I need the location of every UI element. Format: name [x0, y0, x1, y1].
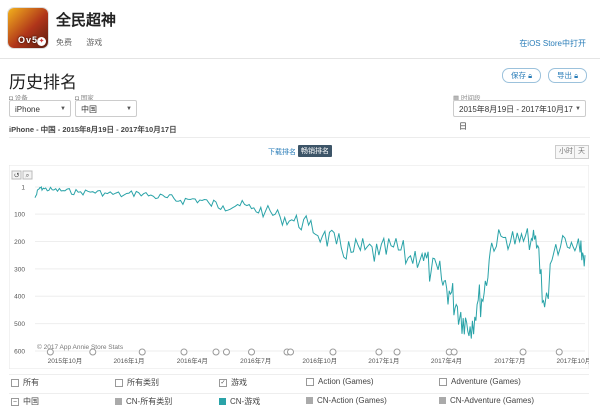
legend-swatch: [306, 397, 313, 405]
x-tick-label: 2016年1月: [113, 356, 144, 365]
x-tick-label: 2016年7月: [240, 356, 271, 365]
event-marker[interactable]: [555, 348, 563, 356]
rank-chart: ↺ ⌕ 1 100 200 300 400 500 600 2015年10月 2016年1月 2…: [8, 164, 591, 370]
legend-swatch: [439, 397, 446, 405]
y-tick-label: 300: [14, 266, 25, 273]
legend-country[interactable]: – 中国: [11, 396, 39, 407]
y-tick-label: 500: [14, 321, 25, 328]
x-tick-label: 2017年1月: [368, 356, 399, 365]
legend-adventure[interactable]: Adventure (Games): [439, 377, 521, 386]
country-select-value: 中国: [81, 105, 97, 114]
open-in-ios-store-link[interactable]: 在iOS Store中打开: [519, 39, 586, 48]
legend-cn-adventure[interactable]: CN-Adventure (Games): [439, 396, 534, 405]
info-icon: ◘: [9, 95, 13, 102]
legend-all-categories[interactable]: 所有类别: [115, 377, 159, 388]
grossing-rank-toggle[interactable]: 畅销排名: [298, 145, 332, 157]
event-marker[interactable]: [450, 348, 458, 356]
x-tick-label: 2017年7月: [494, 356, 525, 365]
y-tick-label: 100: [14, 212, 25, 219]
event-marker[interactable]: [46, 348, 54, 356]
event-marker[interactable]: [89, 348, 97, 356]
chart-watermark: © 2017 App Annie Store Stats: [37, 343, 124, 351]
save-button[interactable]: 保存 🔒︎: [502, 68, 542, 83]
lock-icon: 🔒︎: [528, 71, 533, 80]
export-label: 导出: [557, 71, 572, 80]
section-divider: [9, 137, 590, 138]
x-tick-label: 2015年10月: [48, 356, 83, 365]
legend-action[interactable]: Action (Games): [306, 377, 374, 386]
x-tick-label: 2017年10月: [557, 356, 589, 365]
zoom-button[interactable]: [22, 170, 33, 180]
date-range-label: ▦ 时间段: [453, 95, 481, 102]
chart-tools: ↺ ⌕: [11, 170, 33, 180]
device-select-value: iPhone: [15, 105, 40, 114]
legend-row-categories: 所有 所有类别 ✓ 游戏 Action (Games) Adventure (Ga…: [9, 374, 589, 389]
event-marker[interactable]: [393, 348, 401, 356]
event-marker[interactable]: [329, 348, 337, 356]
reset-zoom-button[interactable]: [11, 170, 22, 180]
caret-down-icon: ▼: [60, 106, 66, 112]
event-marker[interactable]: [519, 348, 527, 356]
y-tick-label: 1: [21, 185, 25, 192]
caret-down-icon: ▼: [126, 106, 132, 112]
caret-down-icon: ▼: [575, 106, 581, 112]
app-price: 免费: [56, 38, 72, 47]
app-meta: 免费 游戏: [56, 37, 114, 48]
checkbox[interactable]: [115, 378, 123, 387]
page-title: 历史排名: [9, 73, 77, 92]
legend-all[interactable]: 所有: [11, 377, 39, 388]
legend-row-country: – 中国 CN-所有类别 CN-游戏 CN-Action (Games) CN-A…: [9, 393, 589, 408]
export-button[interactable]: 导出 🔒︎: [548, 68, 588, 83]
rank-chart-svg: ↺ ⌕ 1 100 200 300 400 500 600 2015年10月 2016年1月 2…: [8, 164, 591, 370]
legend-games[interactable]: ✓ 游戏: [219, 378, 247, 387]
app-icon-text: Ov5: [17, 35, 38, 45]
download-rank-toggle[interactable]: 下载排名: [268, 149, 296, 156]
header-divider: [0, 58, 600, 59]
y-tick-label: 600: [14, 349, 25, 356]
legend-swatch: [115, 398, 122, 406]
app-icon: ✦ Ov5: [8, 8, 48, 48]
checkbox-checked[interactable]: ✓: [219, 378, 227, 387]
undo-icon: ↺: [14, 173, 20, 180]
y-tick-label: 200: [14, 239, 25, 246]
event-marker[interactable]: [138, 348, 146, 356]
event-marker[interactable]: [248, 348, 256, 356]
x-tick-label: 2016年10月: [302, 356, 337, 365]
y-tick-label: 400: [14, 294, 25, 301]
badge-icon: ✦: [37, 37, 46, 46]
legend-swatch: [219, 398, 226, 406]
device-select[interactable]: iPhone ▼: [9, 100, 71, 117]
chart-subtitle: iPhone - 中国 - 2015年8月19日 - 2017年10月17日: [9, 125, 177, 134]
app-category[interactable]: 游戏: [86, 38, 103, 47]
calendar-icon: ▦: [453, 95, 460, 102]
legend-cn-action[interactable]: CN-Action (Games): [306, 396, 387, 405]
legend-cn-all-categories[interactable]: CN-所有类别: [115, 396, 172, 407]
event-marker[interactable]: [222, 348, 230, 356]
series-line-cn-games: [34, 185, 586, 339]
x-tick-label: 2016年4月: [177, 356, 208, 365]
event-marker[interactable]: [375, 348, 383, 356]
legend-cn-games[interactable]: CN-游戏: [219, 396, 260, 407]
date-range-value: 2015年8月19日 - 2017年10月17日: [459, 105, 573, 131]
info-icon: ◘: [75, 95, 79, 102]
save-label: 保存: [511, 71, 526, 80]
event-marker[interactable]: [212, 348, 220, 356]
device-label: ◘ 设备: [9, 95, 28, 102]
hour-button[interactable]: 小时: [555, 145, 577, 159]
event-marker[interactable]: [180, 348, 188, 356]
app-title: 全民超神: [56, 12, 117, 29]
day-button[interactable]: 天: [574, 145, 589, 159]
zoom-icon: ⌕: [26, 173, 30, 180]
date-range-select[interactable]: 2015年8月19日 - 2017年10月17日 ▼: [453, 100, 586, 131]
event-marker[interactable]: [287, 348, 295, 356]
x-tick-label: 2017年4月: [431, 356, 462, 365]
lock-icon: 🔒︎: [574, 71, 579, 80]
chart-frame: [8, 164, 590, 370]
collapse-icon[interactable]: –: [11, 397, 19, 406]
country-select[interactable]: 中国 ▼: [75, 100, 137, 117]
checkbox[interactable]: [439, 377, 447, 386]
checkbox[interactable]: [306, 377, 314, 386]
country-label: ◘ 国家: [75, 95, 94, 102]
checkbox[interactable]: [11, 378, 19, 387]
